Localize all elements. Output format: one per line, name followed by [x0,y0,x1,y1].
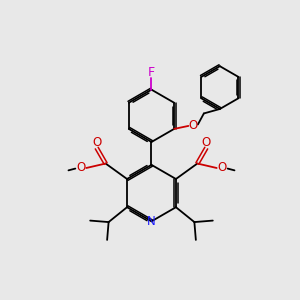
Text: O: O [76,161,86,175]
Text: O: O [188,119,198,132]
Text: O: O [202,136,211,149]
Text: F: F [148,66,155,79]
Text: O: O [92,136,101,149]
Text: O: O [218,161,226,175]
Text: N: N [147,215,156,228]
